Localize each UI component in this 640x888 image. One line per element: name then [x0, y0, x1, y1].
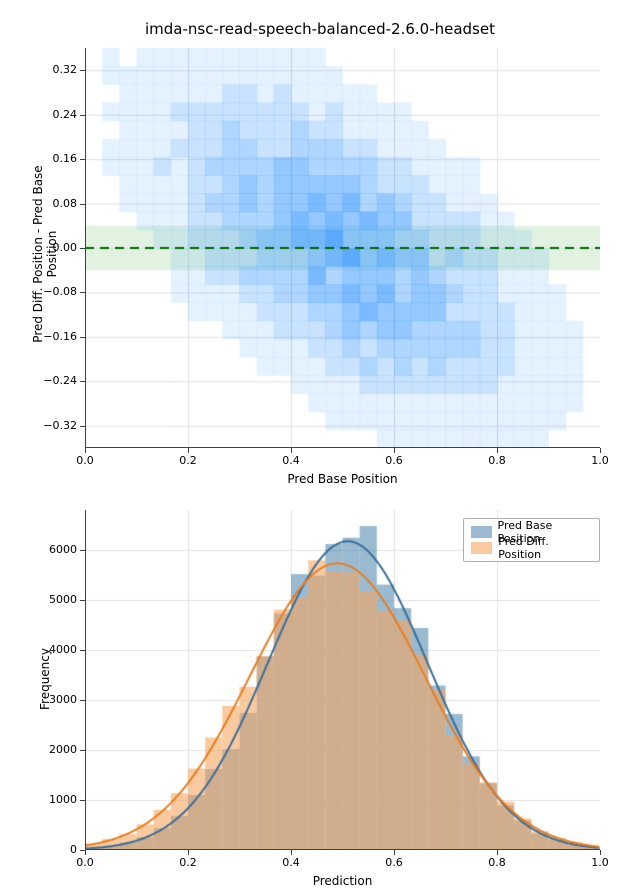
xtick: 0.8 — [477, 856, 517, 869]
ytick: 0.32 — [27, 63, 77, 76]
legend-item-diff: Pred Diff. Position — [471, 540, 592, 556]
xtick: 1.0 — [580, 856, 620, 869]
legend-swatch-base — [471, 526, 492, 538]
ytick: 4000 — [27, 643, 77, 656]
scatter-heatmap-panel — [85, 48, 600, 448]
bottom-xlabel: Prediction — [283, 874, 403, 888]
ytick: 3000 — [27, 693, 77, 706]
ytick: 5000 — [27, 593, 77, 606]
ytick: −0.32 — [27, 419, 77, 432]
legend-swatch-diff — [471, 542, 492, 554]
ytick: 1000 — [27, 793, 77, 806]
ytick: 0.24 — [27, 108, 77, 121]
xtick: 0.4 — [271, 454, 311, 467]
xtick: 1.0 — [580, 454, 620, 467]
ytick: −0.16 — [27, 330, 77, 343]
ytick: 0.08 — [27, 197, 77, 210]
bottom-ylabel: Frequency — [38, 599, 52, 759]
heatmap-canvas — [85, 48, 600, 448]
xtick: 0.6 — [374, 856, 414, 869]
xtick: 0.6 — [374, 454, 414, 467]
ytick: −0.08 — [27, 285, 77, 298]
xtick: 0.2 — [168, 856, 208, 869]
xtick: 0.0 — [65, 454, 105, 467]
chart-title: imda-nsc-read-speech-balanced-2.6.0-head… — [0, 20, 640, 38]
ytick: 0.16 — [27, 152, 77, 165]
legend: Pred Base Position Pred Diff. Position — [463, 518, 600, 562]
top-xlabel: Pred Base Position — [263, 472, 423, 486]
ytick: 2000 — [27, 743, 77, 756]
ytick: 0.00 — [27, 241, 77, 254]
xtick: 0.8 — [477, 454, 517, 467]
ytick: 0 — [27, 843, 77, 856]
legend-label-diff: Pred Diff. Position — [498, 535, 592, 561]
ytick: 6000 — [27, 543, 77, 556]
ytick: −0.24 — [27, 374, 77, 387]
histogram-panel: Pred Base Position Pred Diff. Position — [85, 510, 600, 850]
xtick: 0.2 — [168, 454, 208, 467]
xtick: 0.0 — [65, 856, 105, 869]
xtick: 0.4 — [271, 856, 311, 869]
